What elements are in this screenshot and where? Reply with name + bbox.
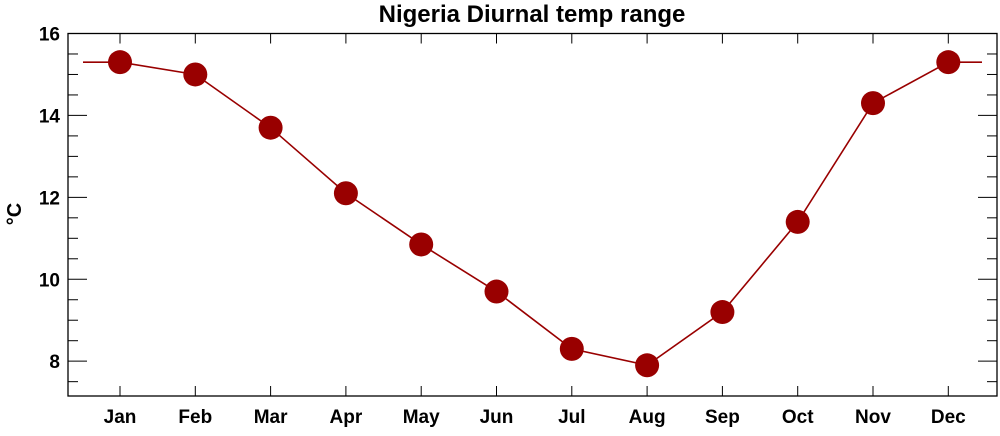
x-tick-label: May xyxy=(403,407,440,428)
data-point xyxy=(258,115,283,140)
x-tick-label: Aug xyxy=(629,407,666,428)
y-tick-label: 14 xyxy=(39,106,61,127)
x-tick-label: Dec xyxy=(931,407,966,428)
x-tick-label: Sep xyxy=(705,407,740,428)
axes: 8 10 12 14 16 Jan Feb Mar Apr May Jun Jul Aug Sep Oct N… xyxy=(39,25,998,428)
data-point xyxy=(936,50,961,75)
x-tick-label: Oct xyxy=(782,407,814,428)
data-point xyxy=(108,50,132,75)
x-tick-label: Nov xyxy=(855,407,891,428)
x-tick-label: Jul xyxy=(558,407,585,428)
data-point xyxy=(785,209,810,234)
y-tick-label: 16 xyxy=(39,25,60,46)
data-point xyxy=(409,232,434,257)
y-tick-label: 10 xyxy=(39,270,60,291)
series-line xyxy=(83,61,982,367)
plot-frame xyxy=(67,32,998,397)
x-tick-label: Jan xyxy=(104,407,137,428)
y-tick-label: 12 xyxy=(39,188,60,209)
y-axis-label: °C xyxy=(4,203,26,225)
data-point xyxy=(183,62,208,87)
y-tick-label: 8 xyxy=(49,352,60,373)
data-point xyxy=(635,353,660,378)
data-point xyxy=(484,279,509,304)
series xyxy=(83,50,982,378)
chart-title: Nigeria Diurnal temp range xyxy=(379,1,686,28)
x-tick-label: Feb xyxy=(178,407,212,428)
data-point xyxy=(861,91,885,116)
data-point xyxy=(710,300,735,325)
x-tick-label: Mar xyxy=(254,407,288,428)
data-point xyxy=(333,181,358,206)
x-tick-label: Jun xyxy=(480,407,514,428)
data-point xyxy=(559,336,584,361)
x-tick-label: Apr xyxy=(330,407,363,428)
